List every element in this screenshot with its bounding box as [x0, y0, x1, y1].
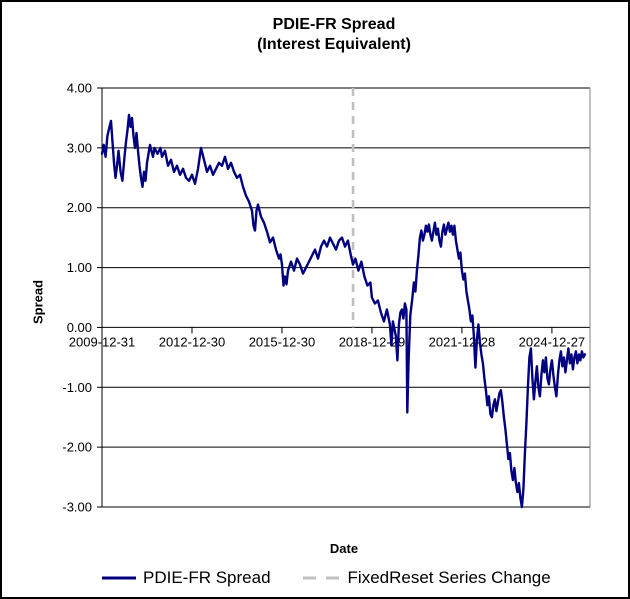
y-tick-label: 3.00 — [67, 140, 92, 155]
x-tick-label: 2009-12-31 — [69, 334, 136, 349]
x-tick-label: 2024-12-27 — [519, 334, 586, 349]
x-tick-label: 2018-12-29 — [339, 334, 406, 349]
y-tick-label: 2.00 — [67, 200, 92, 215]
series-change-swatch — [302, 576, 341, 580]
x-tick-label: 2012-12-30 — [159, 334, 226, 349]
chart-title-line1: PDIE-FR Spread — [272, 16, 396, 33]
chart-title: PDIE-FR Spread (Interest Equivalent) — [36, 15, 628, 55]
y-tick-label: -3.00 — [62, 500, 92, 515]
y-tick-label: 0.00 — [67, 320, 92, 335]
series-line-swatch — [102, 576, 136, 580]
y-tick-label: -1.00 — [62, 380, 92, 395]
y-tick-label: 4.00 — [67, 81, 92, 96]
chart-title-line2: (Interest Equivalent) — [257, 36, 411, 53]
legend-item-change: FixedReset Series Change — [302, 568, 551, 588]
y-tick-label: 1.00 — [67, 260, 92, 275]
legend-label-series: PDIE-FR Spread — [143, 568, 271, 587]
legend-label-change: FixedReset Series Change — [347, 568, 551, 587]
x-tick-label: 2021-12-28 — [429, 334, 496, 349]
legend: PDIE-FR Spread FixedReset Series Change — [102, 568, 551, 588]
series-line — [100, 113, 587, 509]
y-tick-label: -2.00 — [62, 440, 92, 455]
x-axis-title: Date — [329, 541, 359, 556]
x-tick-label: 2015-12-30 — [249, 334, 316, 349]
